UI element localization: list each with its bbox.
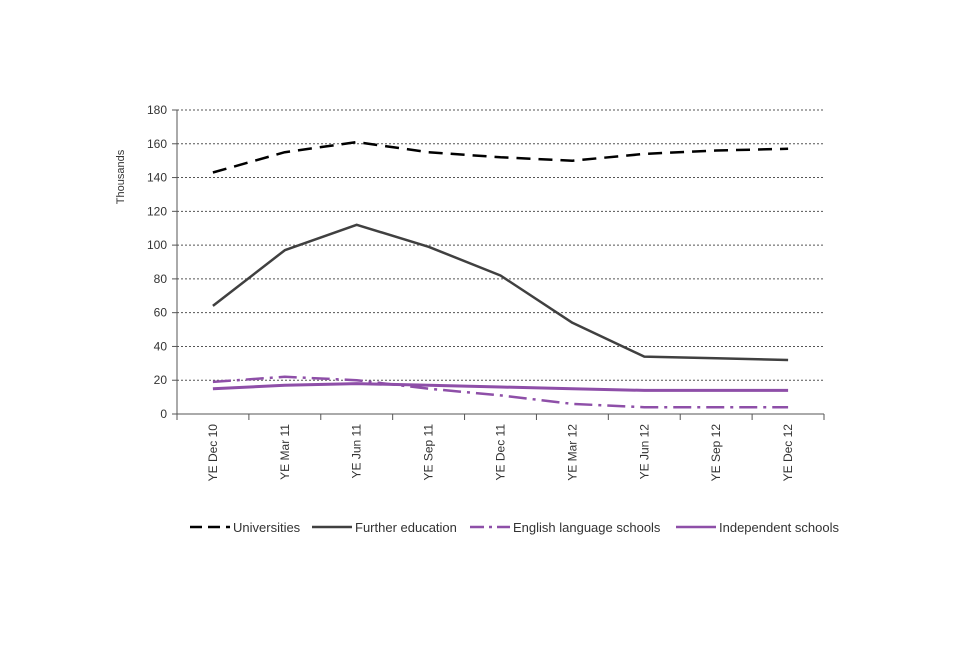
y-tick-label: 0 — [160, 407, 167, 421]
y-tick-label: 60 — [154, 306, 168, 320]
legend-label: English language schools — [513, 520, 661, 535]
x-tick-label: YE Dec 11 — [494, 424, 508, 481]
x-tick-label: YE Jun 11 — [350, 424, 364, 479]
x-tick-label: YE Jun 12 — [637, 424, 651, 480]
legend: Universities Further education English lan… — [190, 520, 839, 535]
series-lines — [212, 140, 789, 409]
x-tick-label: YE Mar 11 — [278, 424, 292, 480]
y-tick-label: 80 — [154, 272, 168, 286]
x-tick-label: YE Mar 12 — [565, 424, 579, 481]
y-tick-label: 20 — [154, 373, 168, 387]
legend-label: Independent schools — [719, 520, 839, 535]
x-tick-label: YE Dec 10 — [206, 424, 220, 482]
series-line-1 — [212, 223, 789, 362]
y-tick-label: 120 — [147, 204, 167, 218]
y-tick-label: 100 — [147, 238, 167, 252]
x-tick-label: YE Sep 11 — [422, 424, 436, 481]
x-tick-label: YE Dec 12 — [781, 424, 795, 482]
series-line-2 — [212, 375, 789, 409]
y-axis-title: Thousands — [115, 149, 127, 204]
series-line-0 — [212, 140, 789, 174]
y-tick-label: 140 — [147, 171, 167, 185]
legend-label: Universities — [233, 520, 301, 535]
x-tick-label: YE Sep 12 — [709, 424, 723, 482]
y-tick-label: 160 — [147, 137, 167, 151]
y-tick-label: 180 — [147, 103, 167, 117]
y-tick-label: 40 — [154, 339, 168, 353]
axes: 0 20 40 60 80 100 120 140 160 180 YE Dec 10 YE Mar … — [147, 103, 825, 482]
legend-label: Further education — [355, 520, 457, 535]
series-line-3 — [212, 382, 789, 392]
